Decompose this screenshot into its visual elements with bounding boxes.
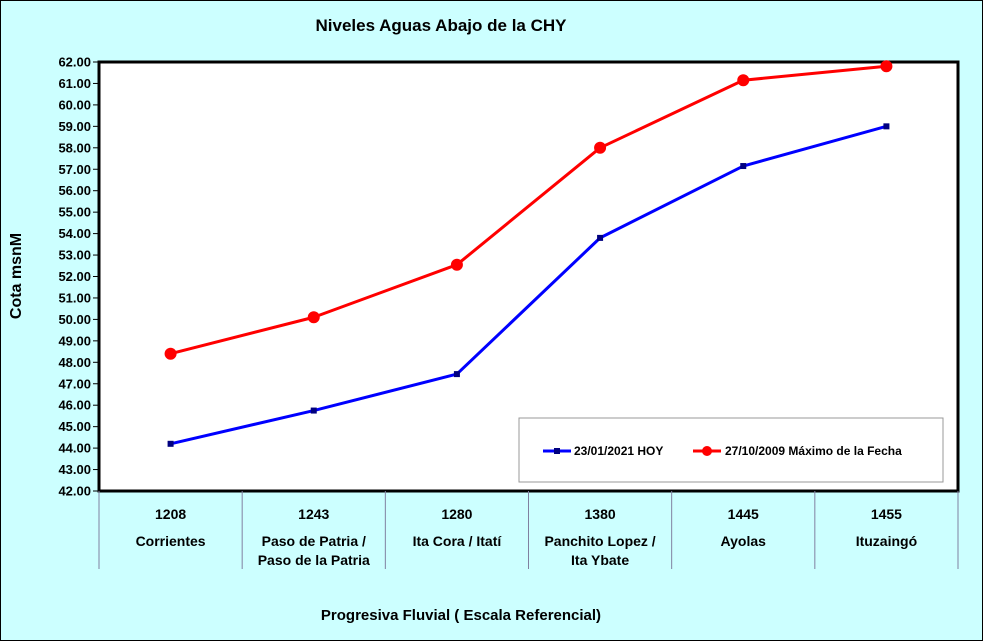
y-tick-label: 47.00 [58,376,91,391]
y-tick-label: 56.00 [58,183,91,198]
category-progresiva-label: 1280 [441,506,472,522]
category-name-label: Corrientes [136,533,206,549]
series-point [594,141,607,154]
y-tick-label: 45.00 [58,419,91,434]
y-tick-label: 61.00 [58,76,91,91]
legend-label: 23/01/2021 HOY [574,444,663,458]
chart-title: Niveles Aguas Abajo de la CHY [315,16,567,35]
series-line [170,124,887,446]
legend-box [518,417,944,483]
series-point [740,163,747,170]
y-tick-label: 42.00 [58,484,91,499]
legend-label: 27/10/2009 Máximo de la Fecha [725,444,902,458]
series-point [880,60,893,73]
category-name-label: Ayolas [721,533,767,549]
category-name-label: Panchito Lopez / [544,533,655,549]
y-tick-label: 46.00 [58,398,91,413]
series-point [307,311,320,324]
series-line [170,64,887,356]
y-tick-label: 60.00 [58,97,91,112]
series-point [453,371,460,378]
y-tick-label: 58.00 [58,140,91,155]
y-axis-label: Cota msnM [8,233,25,319]
y-tick-label: 62.00 [58,55,91,70]
category-name-label: Ita Cora / Itatí [413,533,503,549]
y-tick-label: 50.00 [58,312,91,327]
series-point [883,123,890,130]
y-tick-label: 52.00 [58,269,91,284]
category-progresiva-label: 1208 [155,506,186,522]
category-progresiva-label: 1243 [298,506,329,522]
series-point [597,234,604,241]
y-tick-label: 53.00 [58,248,91,263]
category-name-label: Paso de Patria / [262,533,366,549]
category-name-label-line2: Ita Ybate [571,552,629,568]
y-tick-label: 44.00 [58,441,91,456]
y-tick-label: 54.00 [58,226,91,241]
y-tick-label: 55.00 [58,205,91,220]
y-tick-label: 59.00 [58,119,91,134]
legend-swatch-marker [702,446,712,456]
series-point [737,74,750,87]
y-tick-label: 51.00 [58,290,91,305]
category-name-label: Ituzaingó [856,533,917,549]
category-progresiva-label: 1455 [871,506,902,522]
series-point [167,440,174,447]
legend-swatch-marker [554,448,560,454]
y-tick-label: 43.00 [58,462,91,477]
series-point [310,407,317,414]
category-progresiva-label: 1380 [585,506,616,522]
category-name-label-line2: Paso de la Patria [258,552,370,568]
category-progresiva-label: 1445 [728,506,759,522]
x-axis-label: Progresiva Fluvial ( Escala Referencial) [321,607,601,624]
series-point [164,347,177,360]
y-tick-label: 48.00 [58,355,91,370]
y-tick-label: 49.00 [58,333,91,348]
y-tick-label: 57.00 [58,162,91,177]
series-point [450,258,463,271]
